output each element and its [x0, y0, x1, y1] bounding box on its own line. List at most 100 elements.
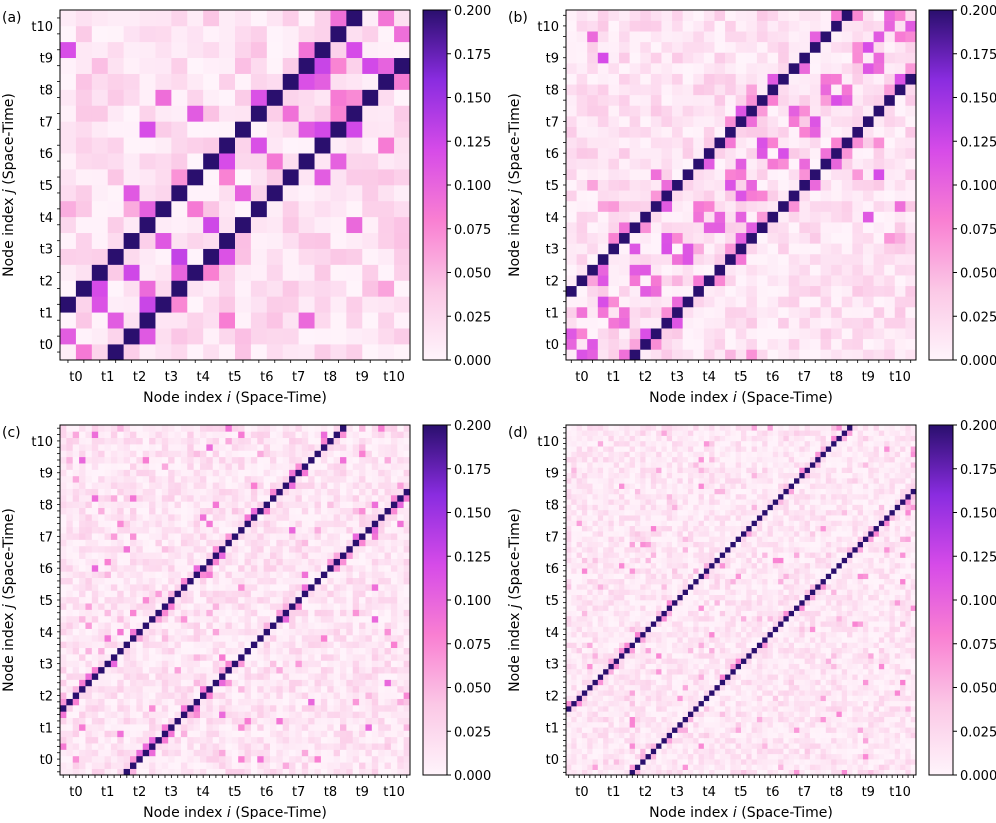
heatmap-cell	[238, 540, 245, 547]
heatmap-cell	[394, 153, 410, 169]
heatmap-cell	[73, 730, 80, 737]
heatmap-cell	[321, 438, 328, 445]
heatmap-cell	[225, 724, 232, 731]
heatmap-cell	[308, 508, 315, 515]
heatmap-cell	[289, 635, 296, 642]
heatmap-cell	[704, 318, 715, 329]
heatmap-cell	[359, 489, 366, 496]
heatmap-cell	[394, 42, 410, 58]
heatmap-cell	[143, 648, 150, 655]
heatmap-cell	[630, 349, 641, 360]
heatmap-cell	[302, 438, 309, 445]
heatmap-cell	[362, 312, 378, 328]
heatmap-cell	[651, 10, 662, 21]
heatmap-cell	[315, 737, 322, 744]
x-tick-label: t2	[639, 370, 652, 385]
heatmap-cell	[295, 610, 302, 617]
heatmap-cell	[299, 201, 315, 217]
heatmap-cell	[577, 116, 588, 127]
heatmap-cell	[276, 705, 283, 712]
heatmap-cell	[264, 737, 271, 744]
heatmap-cell	[397, 431, 404, 438]
y-tick-label: t1	[40, 721, 53, 736]
heatmap-cell	[124, 26, 140, 42]
heatmap-cell	[353, 610, 360, 617]
heatmap-cell	[378, 680, 385, 687]
x-tick-label: t10	[889, 370, 911, 385]
heatmap-cell	[372, 641, 379, 648]
heatmap-cell	[365, 565, 372, 572]
heatmap-cell	[238, 533, 245, 540]
heatmap-cell	[378, 603, 385, 610]
heatmap-cell	[200, 762, 207, 769]
heatmap-cell	[587, 212, 598, 223]
heatmap-cell	[391, 610, 398, 617]
heatmap-cell	[365, 660, 372, 667]
heatmap-cell	[264, 673, 271, 680]
heatmap-cell	[257, 680, 264, 687]
heatmap-cell	[98, 533, 105, 540]
heatmap-cell	[397, 444, 404, 451]
heatmap-cell	[746, 275, 757, 286]
heatmap-cell	[124, 546, 131, 553]
heatmap-cell	[566, 84, 577, 95]
heatmap-cell	[175, 756, 182, 763]
heatmap-cell	[200, 489, 207, 496]
heatmap-cell	[895, 158, 906, 169]
heatmap-cell	[391, 520, 398, 527]
heatmap-cell	[587, 296, 598, 307]
heatmap-cell	[79, 762, 86, 769]
heatmap-cell	[608, 349, 619, 360]
heatmap-cell	[321, 610, 328, 617]
heatmap-cell	[327, 482, 334, 489]
heatmap-cell	[181, 482, 188, 489]
heatmap-cell	[155, 705, 162, 712]
heatmap-cell	[194, 520, 201, 527]
heatmap-cell	[79, 470, 86, 477]
heatmap-cell	[768, 137, 779, 148]
heatmap-cell	[725, 137, 736, 148]
heatmap-cell	[270, 514, 277, 521]
heatmap-cell	[640, 265, 651, 276]
heatmap-cell	[598, 63, 609, 74]
heatmap-cell	[619, 265, 630, 276]
heatmap-cell	[181, 552, 188, 559]
heatmap-cell	[219, 590, 226, 597]
heatmap-cell	[315, 654, 322, 661]
heatmap-cell	[108, 233, 124, 249]
heatmap-cell	[168, 718, 175, 725]
heatmap-cell	[905, 169, 916, 180]
heatmap-cell	[768, 265, 779, 276]
heatmap-cell	[149, 425, 156, 432]
heatmap-cell	[672, 212, 683, 223]
heatmap-cell	[725, 201, 736, 212]
heatmap-cell	[831, 74, 842, 85]
heatmap-cell	[225, 769, 232, 776]
heatmap-cell	[651, 95, 662, 106]
heatmap-cell	[270, 756, 277, 763]
heatmap-cell	[789, 318, 800, 329]
heatmap-cell	[108, 312, 124, 328]
heatmap-cell	[704, 84, 715, 95]
heatmap-cell	[219, 540, 226, 547]
heatmap-cell	[194, 438, 201, 445]
heatmap-cell	[203, 42, 219, 58]
heatmap-cell	[200, 629, 207, 636]
heatmap-cell	[235, 265, 251, 281]
heatmap-cell	[302, 635, 309, 642]
heatmap-cell	[315, 233, 331, 249]
heatmap-cell	[746, 74, 757, 85]
heatmap-cell	[187, 597, 194, 604]
heatmap-cell	[108, 58, 124, 74]
heatmap-cell	[831, 265, 842, 276]
heatmap-cell	[251, 629, 258, 636]
heatmap-cell	[378, 622, 385, 629]
heatmap-cell	[340, 635, 347, 642]
heatmap-cell	[225, 571, 232, 578]
heatmap-cell	[895, 243, 906, 254]
heatmap-cell	[168, 501, 175, 508]
heatmap-cell	[315, 559, 322, 566]
heatmap-cell	[85, 540, 92, 547]
heatmap-cell	[362, 137, 378, 153]
heatmap-cell	[85, 514, 92, 521]
